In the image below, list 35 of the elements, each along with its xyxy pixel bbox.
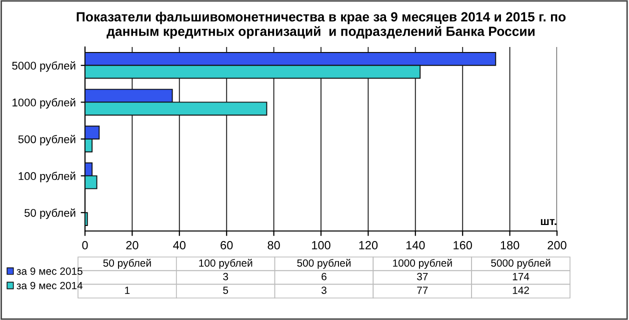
y-tick-label: 5000 рублей bbox=[12, 61, 76, 72]
x-tick-label: 180 bbox=[500, 241, 520, 250]
category-label: 500 рублей bbox=[297, 258, 351, 269]
x-tick-label: 40 bbox=[173, 241, 186, 250]
bar bbox=[85, 212, 88, 226]
category-label: 1000 рублей bbox=[393, 258, 452, 269]
data-label: 37 bbox=[417, 272, 428, 280]
category-label: 100 рублей bbox=[199, 258, 252, 269]
data-label: 3 bbox=[223, 272, 228, 280]
category-label: 5000 рублей bbox=[491, 258, 550, 269]
data-label: 77 bbox=[417, 286, 428, 294]
data-label: 6 bbox=[322, 272, 326, 280]
data-label: 1 bbox=[125, 286, 130, 294]
x-tick-label: 0 bbox=[82, 241, 88, 250]
x-tick-label: 200 bbox=[548, 241, 566, 250]
x-tick-label: 100 bbox=[312, 241, 330, 250]
legend-label: за 9 мес 2014 bbox=[16, 282, 83, 290]
x-tick-label: 160 bbox=[454, 241, 472, 250]
x-tick-label: 140 bbox=[406, 241, 425, 250]
x-tick-label: 60 bbox=[220, 241, 233, 250]
data-label: 174 bbox=[512, 273, 530, 280]
x-tick-label: 120 bbox=[359, 241, 378, 250]
chart-title: Показатели фальшивомонетничества в крае за 9 месяцев 2014 и 2015 г. по данным кредитных организаций и подразделений Банка России bbox=[76, 12, 566, 39]
y-tick-label: 500 рублей bbox=[18, 134, 76, 146]
category-label: 50 рублей bbox=[103, 258, 151, 269]
x-axis-title: шт. bbox=[540, 219, 556, 226]
y-tick-label: 1000 рублей bbox=[12, 98, 76, 109]
legend-label: за 9 мес 2015 bbox=[16, 267, 82, 275]
data-label: 5 bbox=[223, 286, 228, 294]
y-tick-label: 100 рублей bbox=[18, 172, 76, 182]
x-tick-label: 80 bbox=[268, 241, 280, 250]
y-tick-label: 50 рублей bbox=[24, 208, 76, 220]
x-tick-label: 20 bbox=[126, 241, 138, 250]
data-label: 142 bbox=[512, 286, 529, 294]
data-label: 3 bbox=[322, 286, 326, 294]
